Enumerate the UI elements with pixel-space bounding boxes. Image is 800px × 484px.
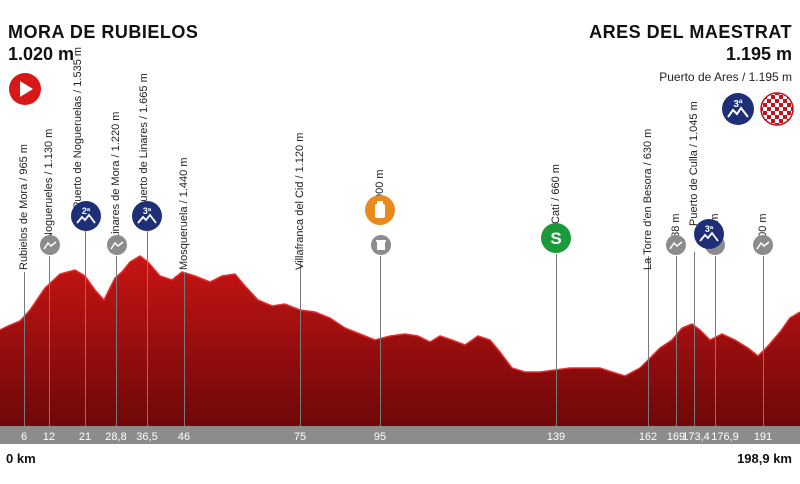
svg-text:3ª: 3ª <box>143 206 152 216</box>
km-label: 173,4 <box>682 431 710 443</box>
waypoint-label: Linares de Mora / 1.220 m <box>110 111 122 240</box>
km-label: 21 <box>78 431 92 443</box>
marker-line <box>49 256 50 426</box>
km-label: 191 <box>753 431 773 443</box>
waypoint-label: La Torre d'en Besora / 630 m <box>642 128 654 270</box>
km-label: 46 <box>177 431 191 443</box>
km-label: 6 <box>20 431 28 443</box>
marker-line <box>694 252 695 426</box>
profile-area <box>0 256 800 426</box>
finish-climb-label: Puerto de Ares / 1.195 m <box>659 70 792 84</box>
feed-zone-icon <box>365 195 395 225</box>
marker-line <box>147 230 148 426</box>
waypoint-label: Mosqueruela / 1.440 m <box>178 157 190 270</box>
marker-line <box>763 256 764 426</box>
km-label: 176,9 <box>711 431 739 443</box>
distance-end: 198,9 km <box>737 451 792 466</box>
distance-bar <box>0 426 800 444</box>
sprint-icon: S <box>541 223 571 253</box>
waypoint-label: Puerto de Nogueruelas / 1.535 m <box>72 46 84 209</box>
km-label: 75 <box>293 431 307 443</box>
start-town: MORA DE RUBIELOS <box>8 22 199 42</box>
km-label: 169 <box>666 431 686 443</box>
distance-start: 0 km <box>6 451 36 466</box>
marker-line <box>184 272 185 426</box>
marker-line <box>676 256 677 426</box>
marker-line <box>648 256 649 426</box>
finish-category-3-icon: 3ª <box>722 93 754 125</box>
marker-line <box>116 256 117 426</box>
waypoint-label: Puerto de Linares / 1.665 m <box>138 73 150 209</box>
climb-marker-icon <box>40 235 60 255</box>
waypoint-label: Villafranca del Cid / 1.120 m <box>294 132 306 270</box>
marker-line <box>24 272 25 426</box>
climb-marker-icon <box>107 235 127 255</box>
finish-flag-icon <box>760 92 794 126</box>
finish-town: ARES DEL MAESTRAT <box>589 22 792 42</box>
svg-text:3ª: 3ª <box>705 224 714 234</box>
marker-line <box>85 230 86 426</box>
marker-line <box>380 256 381 426</box>
finish-altitude: 1.195 m <box>725 44 792 64</box>
climb-marker-icon <box>666 235 686 255</box>
km-label: 12 <box>42 431 56 443</box>
start-altitude: 1.020 m <box>8 44 75 64</box>
category-3-icon: 3ª <box>132 201 162 231</box>
km-label: 95 <box>373 431 387 443</box>
waypoint-label: Catí / 660 m <box>550 164 562 224</box>
waypoint-label: Rubielos de Mora / 965 m <box>18 144 30 270</box>
climb-marker-icon <box>753 235 773 255</box>
bin-icon <box>371 235 391 255</box>
marker-line <box>556 254 557 426</box>
waypoint-label: Noguerueles / 1.130 m <box>43 128 55 240</box>
km-label: 139 <box>546 431 566 443</box>
km-label: 28,8 <box>105 431 127 443</box>
marker-line <box>715 256 716 426</box>
category-2-icon: 2ª <box>71 201 101 231</box>
start-icon <box>9 73 41 105</box>
km-label: 36,5 <box>136 431 158 443</box>
svg-text:2ª: 2ª <box>82 206 91 216</box>
waypoint-label: Puerto de Culla / 1.045 m <box>688 101 700 226</box>
marker-line <box>300 262 301 426</box>
svg-text:3ª: 3ª <box>733 99 743 110</box>
svg-text:S: S <box>550 229 561 248</box>
category-3-icon: 3ª <box>694 219 724 249</box>
km-label: 162 <box>638 431 658 443</box>
